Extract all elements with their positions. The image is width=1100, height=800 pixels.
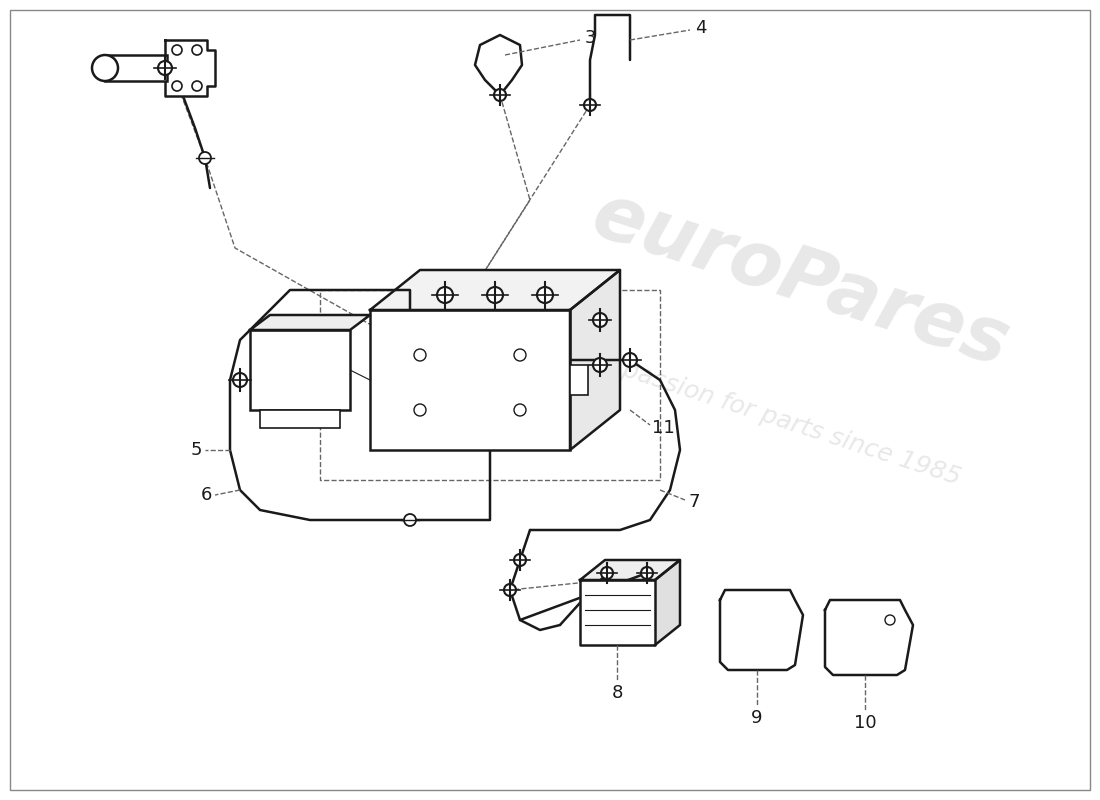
Bar — [104, 55, 167, 81]
Text: 10: 10 — [854, 714, 877, 732]
Circle shape — [404, 514, 416, 526]
Bar — [570, 365, 589, 395]
Circle shape — [641, 567, 653, 579]
Circle shape — [514, 554, 526, 566]
Circle shape — [199, 152, 211, 164]
Text: 3: 3 — [585, 29, 596, 47]
Circle shape — [158, 61, 172, 75]
Circle shape — [233, 373, 248, 387]
Circle shape — [487, 287, 503, 303]
Circle shape — [172, 81, 182, 91]
Circle shape — [514, 404, 526, 416]
Circle shape — [593, 313, 607, 327]
Bar — [370, 310, 570, 450]
Circle shape — [172, 45, 182, 55]
Text: 6: 6 — [200, 486, 212, 504]
Circle shape — [437, 287, 453, 303]
Polygon shape — [250, 315, 370, 330]
Text: 9: 9 — [751, 709, 762, 727]
Circle shape — [92, 55, 118, 81]
Polygon shape — [165, 40, 214, 96]
Circle shape — [192, 81, 202, 91]
Circle shape — [623, 353, 637, 367]
Polygon shape — [570, 270, 620, 450]
Text: euroPares: euroPares — [582, 178, 1018, 382]
Circle shape — [514, 349, 526, 361]
Text: 4: 4 — [695, 19, 706, 37]
Polygon shape — [580, 560, 680, 580]
Polygon shape — [654, 560, 680, 645]
Circle shape — [537, 287, 553, 303]
Text: 5: 5 — [190, 441, 202, 459]
Text: 7: 7 — [688, 493, 700, 511]
Circle shape — [584, 99, 596, 111]
Polygon shape — [720, 590, 803, 670]
Circle shape — [601, 567, 613, 579]
Circle shape — [414, 404, 426, 416]
Polygon shape — [580, 580, 654, 645]
Circle shape — [192, 45, 202, 55]
Text: a passion for parts since 1985: a passion for parts since 1985 — [596, 350, 964, 490]
Bar — [260, 410, 340, 428]
Circle shape — [593, 358, 607, 372]
Circle shape — [504, 584, 516, 596]
Circle shape — [414, 349, 426, 361]
Circle shape — [494, 89, 506, 101]
Circle shape — [886, 615, 895, 625]
Bar — [250, 330, 350, 410]
Polygon shape — [370, 270, 620, 310]
Text: 11: 11 — [652, 419, 674, 437]
Text: 8: 8 — [612, 684, 623, 702]
Polygon shape — [825, 600, 913, 675]
